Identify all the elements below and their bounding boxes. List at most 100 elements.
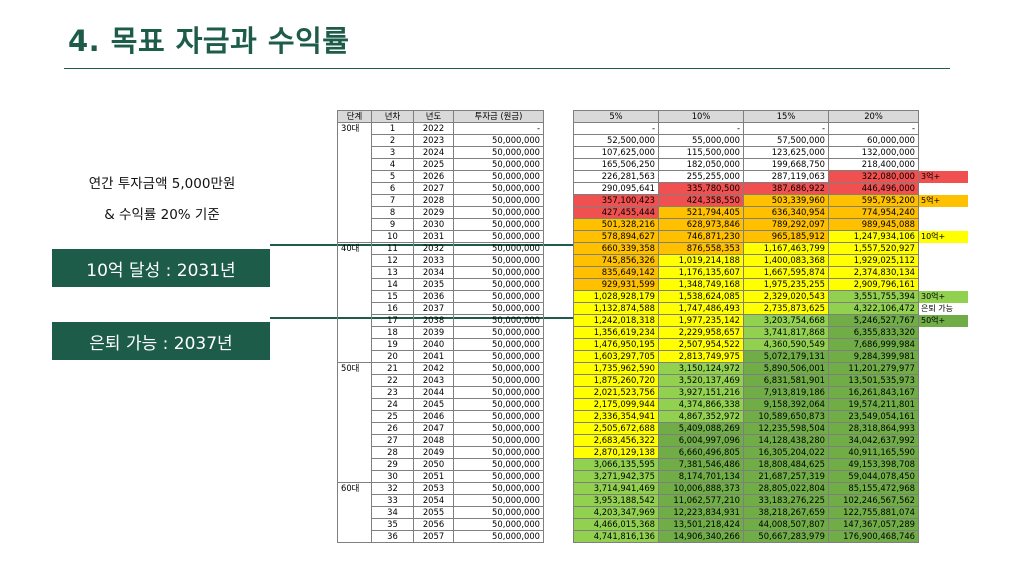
investment-principal-table: 단계 년차 년도 투자금 (원금) 30대 1 2022-2 2023 50,000,0… <box>337 110 544 543</box>
milestone-note-cell: 은퇴 가능 <box>921 304 953 313</box>
value-cell-rate-5: 1,735,962,590 <box>573 362 659 375</box>
value-cell-rate-15: 50,667,283,979 <box>743 530 829 543</box>
milestone-note-cell <box>919 447 969 459</box>
year-number-cell: 21 <box>371 362 414 375</box>
value-cell-rate-15: 636,340,954 <box>743 206 829 219</box>
value-cell-rate-15: 28,805,022,804 <box>743 482 829 495</box>
principal-cell: 50,000,000 <box>453 470 544 483</box>
value-cell-rate-10: 255,255,000 <box>658 170 744 183</box>
value-cell-rate-15: 38,218,267,659 <box>743 506 829 519</box>
milestone-note-cell <box>919 339 969 351</box>
principal-cell: 50,000,000 <box>453 422 544 435</box>
year-number-cell: 10 <box>371 230 414 243</box>
table-row: 9 2030 50,000,000 <box>337 218 544 231</box>
table-row: 4 2025 50,000,000 <box>337 158 544 171</box>
milestone-note-cell: 3억+ <box>918 170 969 183</box>
year-cell: 2028 <box>413 194 454 207</box>
year-number-cell: 6 <box>371 182 414 195</box>
value-cell-rate-20: 34,042,637,992 <box>828 434 919 447</box>
table-row: 36 2057 50,000,000 <box>337 530 544 543</box>
year-number-cell: 20 <box>371 350 414 363</box>
year-cell: 2050 <box>413 458 454 471</box>
value-cell-rate-20: 6,355,833,320 <box>828 326 919 339</box>
value-cell-rate-5: 3,066,135,595 <box>573 458 659 471</box>
value-cell-rate-5: 745,856,326 <box>573 254 659 267</box>
table-row: 52,500,000 55,000,000 57,500,000 60,000,000 <box>573 134 969 147</box>
table-row: 165,506,250 182,050,000 199,668,750 218,400… <box>573 158 969 171</box>
value-cell-rate-10: 7,381,546,486 <box>658 458 744 471</box>
year-cell: 2047 <box>413 422 454 435</box>
table-row: 3,953,188,542 11,062,577,210 33,183,276,22… <box>573 494 969 507</box>
stage-cell <box>337 278 372 291</box>
table-row: 3,714,941,469 10,006,888,373 28,805,022,80… <box>573 482 969 495</box>
table-row: 6 2027 50,000,000 <box>337 182 544 195</box>
value-cell-rate-10: - <box>658 122 744 135</box>
year-number-cell: 33 <box>371 494 414 507</box>
table-row: 427,455,444 521,794,405 636,340,954 774,954… <box>573 206 969 219</box>
milestone-note-cell <box>919 183 969 195</box>
principal-cell: 50,000,000 <box>453 350 544 363</box>
value-cell-rate-20: 2,374,830,134 <box>828 266 919 279</box>
principal-cell: 50,000,000 <box>453 410 544 423</box>
value-cell-rate-20: 7,686,999,984 <box>828 338 919 351</box>
value-cell-rate-20: 85,155,472,968 <box>828 482 919 495</box>
column-header-year: 년도 <box>413 110 454 123</box>
value-cell-rate-10: 1,538,624,085 <box>658 290 744 303</box>
stage-cell <box>337 134 372 147</box>
stage-cell <box>337 518 372 531</box>
value-cell-rate-10: 4,374,866,338 <box>658 398 744 411</box>
value-cell-rate-10: 1,977,235,142 <box>658 314 744 327</box>
column-header-note <box>919 111 969 123</box>
table-row: 22 2043 50,000,000 <box>337 374 544 387</box>
table-row: ---- <box>573 122 969 135</box>
milestone-note-cell: 30억+ <box>918 290 969 303</box>
stage-cell <box>337 506 372 519</box>
milestone-note-cell <box>919 435 969 447</box>
stage-cell <box>337 530 372 543</box>
principal-cell: 50,000,000 <box>453 290 544 303</box>
value-cell-rate-5: 107,625,000 <box>573 146 659 159</box>
principal-cell: 50,000,000 <box>453 434 544 447</box>
value-cell-rate-20: - <box>828 122 919 135</box>
stage-cell <box>337 434 372 447</box>
year-cell: 2026 <box>413 170 454 183</box>
value-cell-rate-15: 1,400,083,368 <box>743 254 829 267</box>
year-number-cell: 8 <box>371 206 414 219</box>
table-row: 5 2026 50,000,000 <box>337 170 544 183</box>
value-cell-rate-20: 16,261,843,167 <box>828 386 919 399</box>
table-row: 4,741,816,136 14,906,340,266 50,667,283,97… <box>573 530 969 543</box>
table-row: 20 2041 50,000,000 <box>337 350 544 363</box>
year-cell: 2043 <box>413 374 454 387</box>
value-cell-rate-10: 3,927,151,216 <box>658 386 744 399</box>
stage-cell <box>337 446 372 459</box>
year-cell: 2042 <box>413 362 454 375</box>
value-cell-rate-15: 1,975,235,255 <box>743 278 829 291</box>
stage-cell <box>337 494 372 507</box>
principal-cell: 50,000,000 <box>453 386 544 399</box>
value-cell-rate-15: 5,890,506,001 <box>743 362 829 375</box>
principal-cell: 50,000,000 <box>453 242 544 255</box>
stage-cell <box>337 314 372 327</box>
value-cell-rate-15: 12,235,598,504 <box>743 422 829 435</box>
principal-cell: 50,000,000 <box>453 182 544 195</box>
value-cell-rate-5: 2,336,354,941 <box>573 410 659 423</box>
year-cell: 2038 <box>413 314 454 327</box>
value-cell-rate-20: 60,000,000 <box>828 134 919 147</box>
table-row: 290,095,641 335,780,500 387,686,922 446,496… <box>573 182 969 195</box>
stage-cell <box>337 206 372 219</box>
value-cell-rate-10: 1,019,214,188 <box>658 254 744 267</box>
milestone-badge-1-billion: 10억 달성 : 2031년 <box>52 249 270 287</box>
milestone-note-cell <box>919 327 969 339</box>
value-cell-rate-20: 446,496,000 <box>828 182 919 195</box>
value-cell-rate-10: 55,000,000 <box>658 134 744 147</box>
value-cell-rate-20: 132,000,000 <box>828 146 919 159</box>
table-row: 2,870,129,138 6,660,496,805 16,305,204,022… <box>573 446 969 459</box>
table-row: 15 2036 50,000,000 <box>337 290 544 303</box>
principal-cell: 50,000,000 <box>453 146 544 159</box>
year-number-cell: 4 <box>371 158 414 171</box>
value-cell-rate-15: 4,360,590,549 <box>743 338 829 351</box>
value-cell-rate-5: 3,714,941,469 <box>573 482 659 495</box>
milestone-note-cell <box>919 279 969 291</box>
principal-cell: 50,000,000 <box>453 314 544 327</box>
value-cell-rate-5: 1,476,950,195 <box>573 338 659 351</box>
